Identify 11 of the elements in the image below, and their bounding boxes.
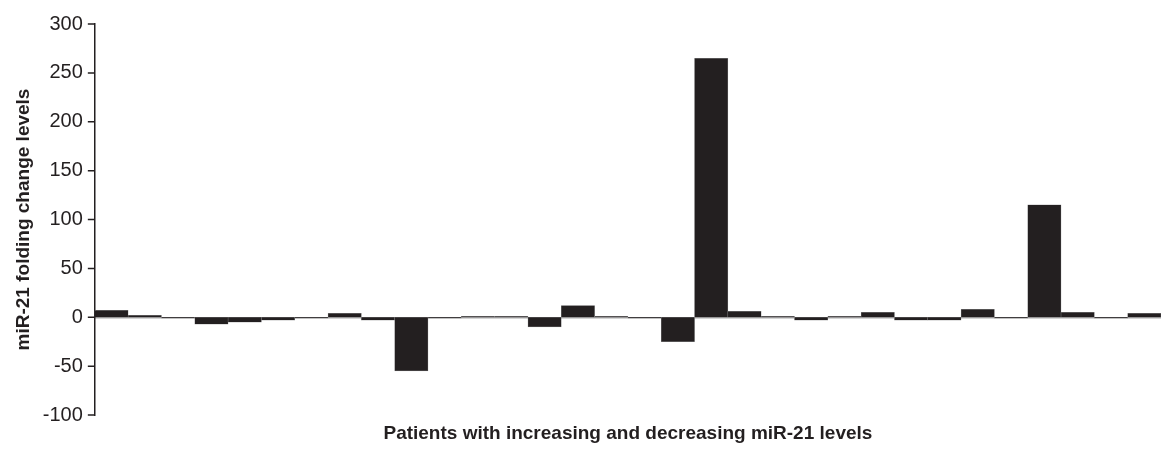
y-tick-label: 200 bbox=[49, 109, 83, 132]
y-tick-label: -100 bbox=[42, 402, 83, 425]
y-axis-title: miR-21 folding change levels bbox=[11, 88, 33, 351]
y-tick-label: -50 bbox=[53, 353, 83, 376]
x-axis-title: Patients with increasing and decreasing miR-21 levels bbox=[383, 421, 873, 443]
y-tick-label: 50 bbox=[60, 255, 83, 278]
y-tick-label: 150 bbox=[49, 158, 83, 181]
y-tick-label: 250 bbox=[49, 60, 83, 83]
y-tick-label: 300 bbox=[49, 11, 83, 34]
y-tick-label: 0 bbox=[71, 304, 83, 327]
y-tick-label: 100 bbox=[49, 207, 83, 230]
